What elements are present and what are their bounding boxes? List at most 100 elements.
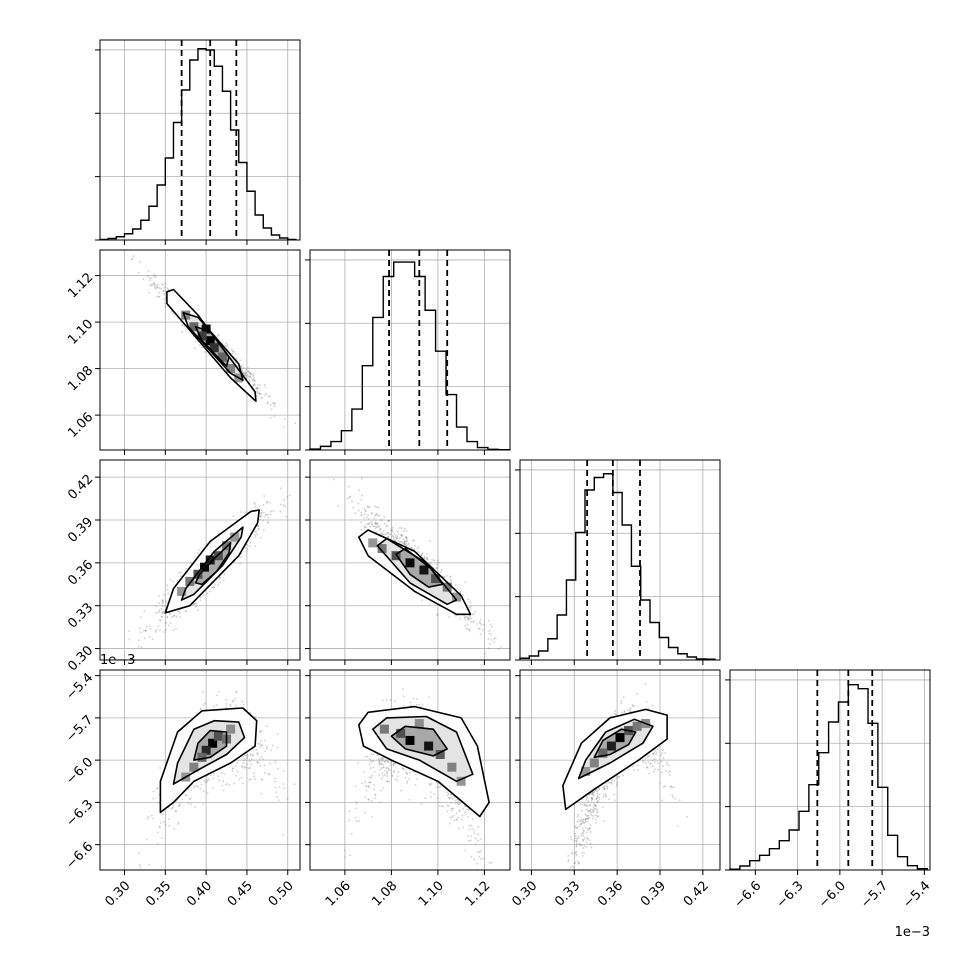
sample-point xyxy=(489,623,492,626)
panel-frame xyxy=(99,39,301,241)
sample-point xyxy=(222,789,225,792)
sample-point xyxy=(393,770,395,773)
sample-point xyxy=(479,622,482,625)
sample-point xyxy=(450,807,453,810)
sample-point xyxy=(455,812,458,815)
sample-point xyxy=(231,348,233,351)
sample-point xyxy=(155,604,157,607)
density-cell xyxy=(199,562,209,572)
sample-point xyxy=(200,783,203,786)
sample-point xyxy=(370,800,373,802)
sample-point xyxy=(172,805,174,807)
sample-point xyxy=(167,592,170,595)
density-cell xyxy=(414,719,424,729)
sample-point xyxy=(369,781,372,783)
sample-point xyxy=(130,257,133,260)
sample-point xyxy=(390,530,393,532)
sample-point xyxy=(586,814,589,817)
sample-point xyxy=(158,801,160,804)
sample-point xyxy=(260,755,263,758)
sample-point xyxy=(255,386,258,389)
sample-point xyxy=(222,780,225,782)
sample-point xyxy=(367,514,369,517)
sample-point xyxy=(395,537,398,540)
sample-point xyxy=(466,618,469,620)
sample-point xyxy=(158,595,160,597)
sample-point xyxy=(146,275,149,278)
sample-point xyxy=(446,794,449,797)
sample-point xyxy=(443,576,446,578)
sample-point xyxy=(161,605,164,608)
sample-point xyxy=(226,782,229,785)
sample-point xyxy=(272,401,275,404)
sample-point xyxy=(225,342,228,345)
sample-point xyxy=(243,759,246,762)
sample-point xyxy=(399,540,402,543)
sample-point xyxy=(423,556,426,559)
sample-point xyxy=(391,774,394,776)
sample-point xyxy=(156,843,159,845)
density-cell xyxy=(201,745,211,755)
sample-point xyxy=(172,580,174,583)
sample-point xyxy=(206,779,209,782)
sample-point xyxy=(414,544,416,547)
sample-point xyxy=(369,758,371,761)
sample-point xyxy=(375,522,377,525)
sample-point xyxy=(347,497,349,500)
sample-point xyxy=(379,801,382,804)
sample-point xyxy=(473,832,475,835)
sample-point xyxy=(251,378,254,381)
sample-point xyxy=(429,782,431,785)
sample-point xyxy=(388,520,390,522)
sample-point xyxy=(674,797,677,800)
sample-point xyxy=(464,617,466,620)
sample-point xyxy=(159,629,161,632)
sample-point xyxy=(374,522,377,525)
sample-point xyxy=(175,627,177,630)
sample-point xyxy=(158,602,161,605)
sample-point xyxy=(212,586,215,588)
sample-point xyxy=(457,816,460,819)
sample-point xyxy=(386,771,388,774)
sample-point xyxy=(667,764,670,766)
sample-point xyxy=(158,295,160,298)
density-cell xyxy=(456,776,466,786)
sample-point xyxy=(405,782,408,784)
density-cell xyxy=(230,532,240,542)
sample-point xyxy=(370,777,373,779)
sample-point xyxy=(583,804,586,807)
sample-point xyxy=(234,698,237,700)
sample-point xyxy=(262,511,265,514)
sample-point xyxy=(355,802,358,805)
sample-point xyxy=(468,629,471,632)
sample-point xyxy=(283,499,286,502)
sample-point xyxy=(232,700,234,702)
sample-point xyxy=(155,286,158,289)
sample-point xyxy=(595,797,598,800)
sample-point xyxy=(387,532,390,535)
sample-point xyxy=(249,376,252,379)
sample-point xyxy=(157,611,159,614)
sample-point xyxy=(450,809,453,812)
sample-point xyxy=(195,605,197,608)
contour-line xyxy=(358,705,490,818)
sample-point xyxy=(472,620,475,623)
scatter-panel-p3-vs-p0 xyxy=(95,669,301,875)
sample-point xyxy=(382,786,385,789)
sample-point xyxy=(436,613,439,616)
sample-point xyxy=(386,772,389,775)
sample-point xyxy=(263,495,266,497)
panel-frame xyxy=(309,249,511,451)
sample-point xyxy=(391,528,394,531)
sample-point xyxy=(395,534,397,537)
sample-point xyxy=(260,512,263,514)
sample-point xyxy=(270,749,272,751)
sample-point xyxy=(385,767,388,770)
sample-point xyxy=(239,359,242,362)
sample-point xyxy=(406,772,409,775)
sample-point xyxy=(156,286,159,289)
sample-point xyxy=(355,800,358,803)
sample-point xyxy=(436,613,439,616)
sample-point xyxy=(409,701,412,704)
